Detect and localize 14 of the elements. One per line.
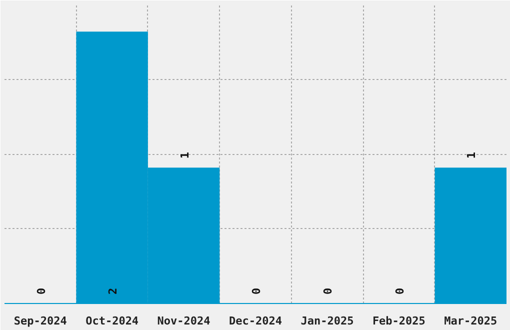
x-tick-label: Jan-2025 (300, 314, 354, 328)
x-tick-label: Feb-2025 (372, 314, 426, 328)
x-tick-label: Dec-2024 (229, 314, 282, 328)
data-label: 1 (178, 152, 192, 159)
data-label: 0 (250, 288, 263, 295)
x-tick-label: Sep-2024 (14, 314, 68, 328)
data-label: 0 (393, 288, 406, 295)
data-label: 0 (34, 288, 48, 295)
data-label: 1 (465, 152, 478, 159)
x-tick-label: Oct-2024 (86, 314, 139, 328)
x-tick-label: Mar-2025 (444, 314, 498, 328)
data-label: 0 (322, 288, 335, 295)
data-label: 2 (106, 288, 120, 295)
x-tick-label: Nov-2024 (157, 314, 211, 328)
